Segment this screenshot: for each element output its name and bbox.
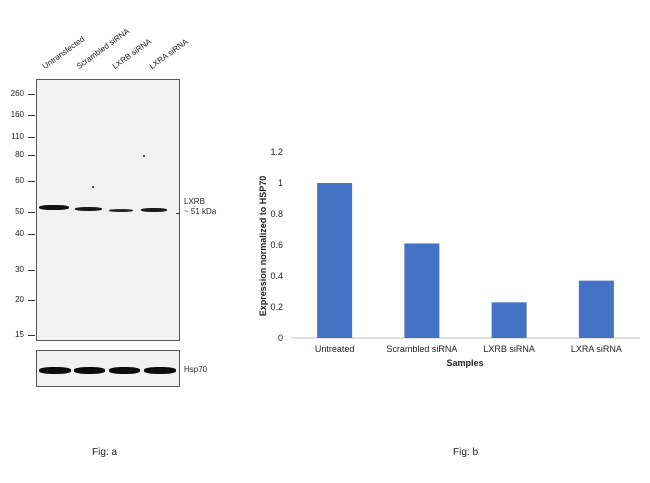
mw-marker-tick [28,115,35,116]
blot-speck [92,186,94,188]
mw-marker-tick [28,137,35,138]
mw-marker-label: 20 [15,295,24,304]
y-tick-label: 0.2 [270,302,283,312]
mw-marker-tick [28,212,35,213]
mw-marker-tick [28,155,35,156]
mw-marker-label: 30 [15,265,24,274]
band-lane-4 [141,208,167,212]
y-tick-label: 1.2 [270,147,283,157]
bar-scrambled-sirna [404,243,440,338]
y-tick-label: 0 [278,333,283,343]
y-axis-title: Expression normalized to HSP70 [258,176,268,317]
x-tick-label: Scrambled siRNA [386,344,457,354]
mw-marker-label: 260 [10,89,24,98]
band-lane-3 [109,209,133,212]
y-tick-label: 1 [278,178,283,188]
x-tick-label: LXRB siRNA [483,344,535,354]
band-lane-2 [75,207,102,211]
mw-marker-label: 50 [15,207,24,216]
mw-marker-label: 40 [15,229,24,238]
mw-marker-label: 110 [11,132,24,141]
mw-marker-tick [28,181,35,182]
hsp70-band-lane-2 [74,367,105,374]
mw-marker-tick [28,300,35,301]
mw-marker-tick [28,94,35,95]
band-lane-1 [39,205,69,210]
bar-lxrb-sirna [491,302,527,338]
x-axis-ticks: Untreated Scrambled siRNA LXRB siRNA LXRA s… [315,344,622,354]
target-size: ~ 51 kDa [184,207,217,216]
mw-marker-tick [28,335,35,336]
mw-marker-label: 80 [15,150,24,159]
target-name: LXRB [184,197,205,206]
hsp70-band-lane-3 [109,367,140,374]
mw-marker-label: 160 [10,110,24,119]
figure-b-caption: Fig: b [453,447,479,458]
hsp70-band-lane-1 [39,367,71,374]
x-axis-title: Samples [446,358,483,368]
bar-lxra-sirna [578,280,614,338]
blot-speck [143,155,145,157]
main-blot-panel [36,79,180,341]
x-tick-label: Untreated [315,344,355,354]
mw-marker-tick [28,270,35,271]
y-axis-ticks: 0 0.2 0.4 0.6 0.8 1 1.2 [270,147,283,343]
bar-untreated [317,183,353,338]
hsp70-band-lane-4 [144,367,176,374]
x-tick-label: LXRA siRNA [571,344,622,354]
loading-control-blot-panel [36,350,180,387]
y-tick-label: 0.4 [270,271,283,281]
mw-marker-label: 15 [15,330,24,339]
loading-control-label: Hsp70 [184,365,208,374]
mw-marker-label: 60 [15,176,24,185]
figure-a-caption: Fig: a [92,447,118,458]
chart-bars [317,183,614,338]
target-band-label: LXRB ~ 51 kDa [184,197,216,217]
target-band-pointer [176,213,180,214]
y-tick-label: 0.8 [270,209,283,219]
mw-marker-tick [28,234,35,235]
y-tick-label: 0.6 [270,240,283,250]
